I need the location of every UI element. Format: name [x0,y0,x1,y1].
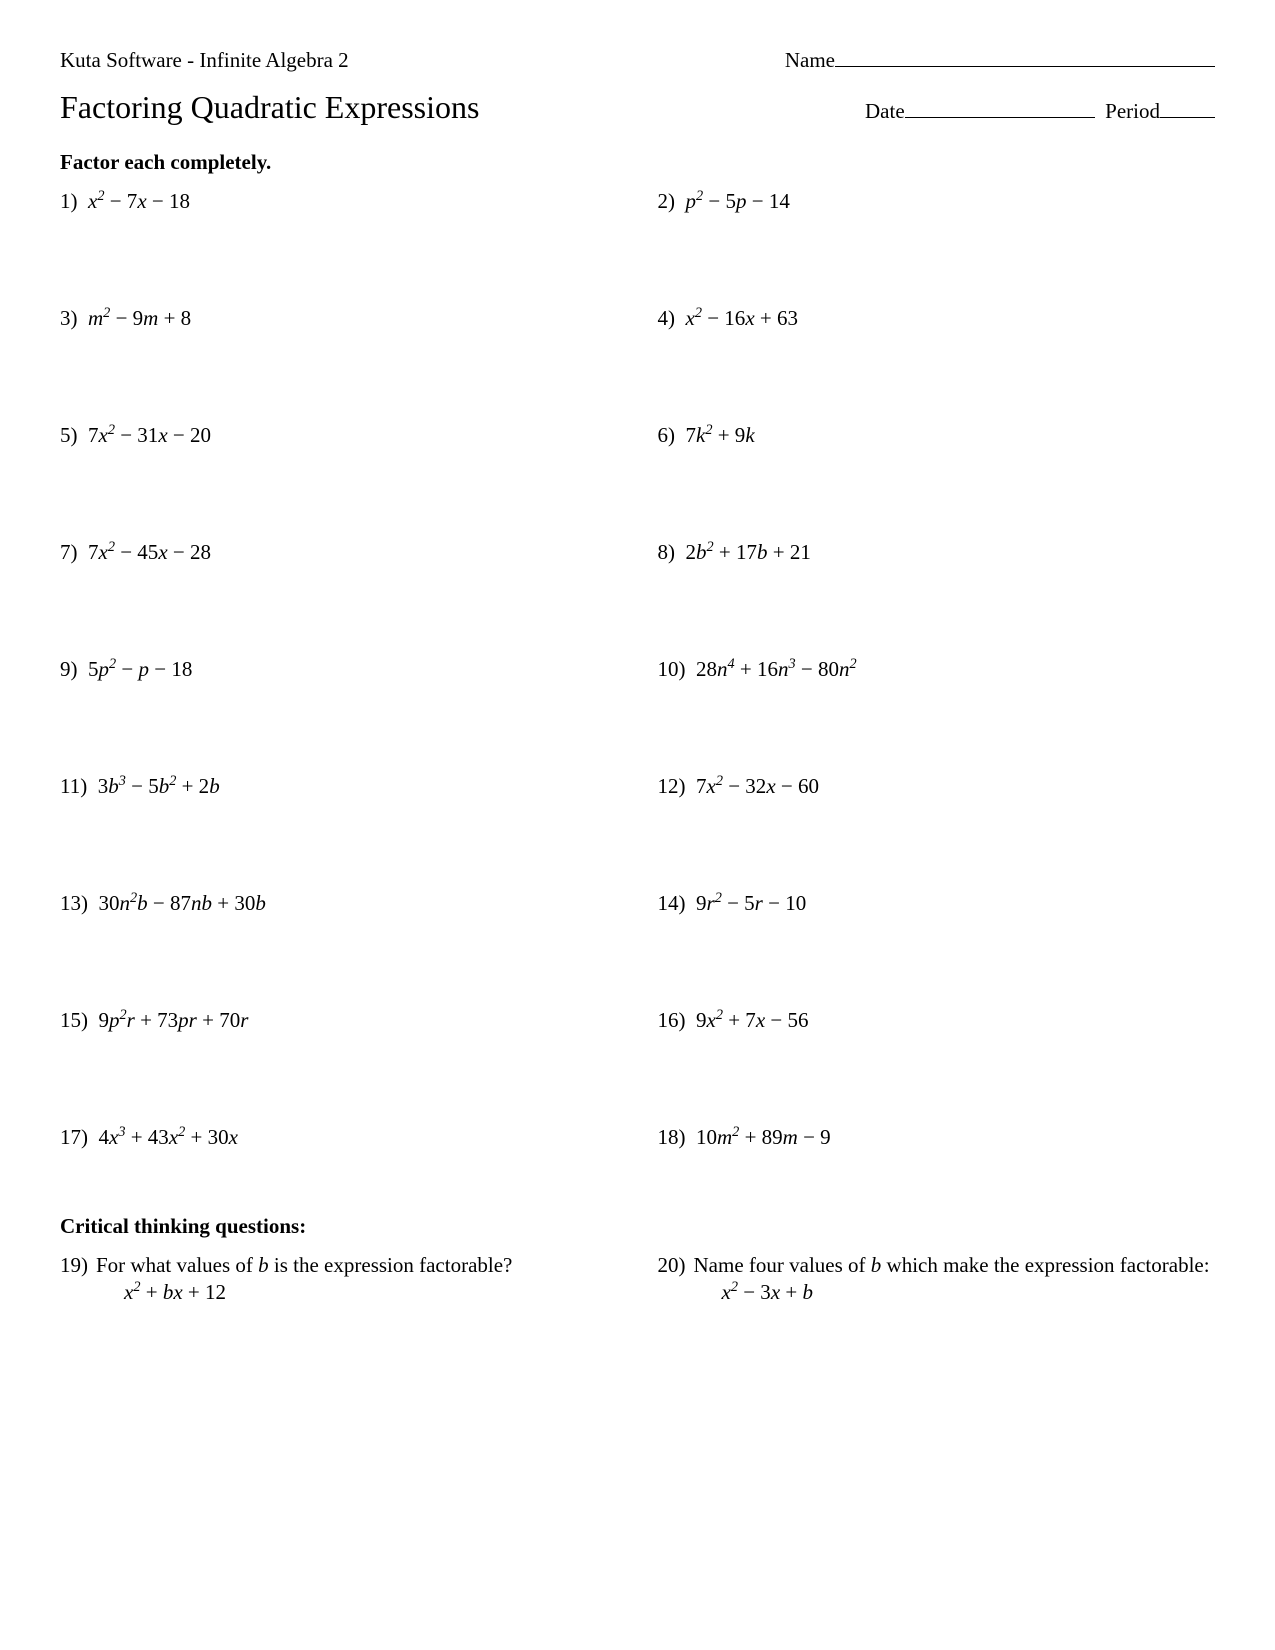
problem-number: 19) [60,1253,88,1278]
problem-expression: 7k2 + 9k [686,423,755,447]
problem-item: 10) 28n4 + 16n3 − 80n2 [658,657,1216,682]
problem-number: 9) [60,657,78,681]
critical-thinking-grid: 19) For what values of b is the expressio… [60,1253,1215,1305]
critical-prompt: For what values of b is the expression f… [96,1253,512,1278]
critical-prompt: Name four values of b which make the exp… [694,1253,1210,1278]
date-blank-line [905,99,1095,118]
problem-expression: 30n2b − 87nb + 30b [99,891,266,915]
problem-expression: x2 − 7x − 18 [88,189,190,213]
critical-expression: x2 − 3x + b [694,1280,1210,1305]
problem-item: 13) 30n2b − 87nb + 30b [60,891,618,916]
critical-thinking-heading: Critical thinking questions: [60,1214,1215,1239]
problem-number: 14) [658,891,686,915]
date-period-fields: Date Period [865,99,1215,124]
problem-number: 2) [658,189,676,213]
problem-number: 6) [658,423,676,447]
problem-number: 5) [60,423,78,447]
problem-expression: 7x2 − 45x − 28 [88,540,211,564]
problem-item: 8) 2b2 + 17b + 21 [658,540,1216,565]
title-row: Factoring Quadratic Expressions Date Per… [60,89,1215,126]
critical-problem-item: 20) Name four values of b which make the … [658,1253,1216,1305]
problem-item: 5) 7x2 − 31x − 20 [60,423,618,448]
problem-expression: 28n4 + 16n3 − 80n2 [696,657,857,681]
problem-number: 17) [60,1125,88,1149]
problem-expression: 9p2r + 73pr + 70r [99,1008,249,1032]
problem-item: 3) m2 − 9m + 8 [60,306,618,331]
problem-number: 10) [658,657,686,681]
problem-expression: 5p2 − p − 18 [88,657,192,681]
problem-item: 15) 9p2r + 73pr + 70r [60,1008,618,1033]
problem-number: 15) [60,1008,88,1032]
problem-item: 1) x2 − 7x − 18 [60,189,618,214]
problem-expression: 10m2 + 89m − 9 [696,1125,831,1149]
critical-problem-body: For what values of b is the expression f… [96,1253,512,1305]
worksheet-page: Kuta Software - Infinite Algebra 2 Name … [0,0,1275,1650]
problem-expression: 7x2 − 32x − 60 [696,774,819,798]
header-row: Kuta Software - Infinite Algebra 2 Name [60,48,1215,73]
problem-number: 3) [60,306,78,330]
problem-expression: 3b3 − 5b2 + 2b [98,774,220,798]
period-blank-line [1160,99,1215,118]
problem-expression: p2 − 5p − 14 [686,189,790,213]
critical-problem-body: Name four values of b which make the exp… [694,1253,1210,1305]
problem-item: 4) x2 − 16x + 63 [658,306,1216,331]
problems-grid: 1) x2 − 7x − 18 2) p2 − 5p − 14 3) m2 − 9m… [60,189,1215,1190]
problem-number: 20) [658,1253,686,1278]
date-label: Date [865,99,905,123]
problem-number: 16) [658,1008,686,1032]
critical-problem-item: 19) For what values of b is the expressio… [60,1253,618,1305]
problem-number: 18) [658,1125,686,1149]
problem-expression: x2 − 16x + 63 [686,306,798,330]
problem-item: 6) 7k2 + 9k [658,423,1216,448]
period-label: Period [1105,99,1160,123]
problem-number: 13) [60,891,88,915]
problem-expression: 2b2 + 17b + 21 [686,540,811,564]
problem-item: 9) 5p2 − p − 18 [60,657,618,682]
problem-item: 12) 7x2 − 32x − 60 [658,774,1216,799]
problem-expression: 9r2 − 5r − 10 [696,891,806,915]
name-field: Name [785,48,1215,73]
problem-expression: 4x3 + 43x2 + 30x [99,1125,238,1149]
name-label: Name [785,48,835,72]
problem-item: 17) 4x3 + 43x2 + 30x [60,1125,618,1150]
problem-number: 4) [658,306,676,330]
name-blank-line [835,48,1215,67]
problem-number: 1) [60,189,78,213]
instructions-text: Factor each completely. [60,150,1215,175]
problem-number: 12) [658,774,686,798]
problem-item: 14) 9r2 − 5r − 10 [658,891,1216,916]
problem-expression: m2 − 9m + 8 [88,306,191,330]
problem-item: 18) 10m2 + 89m − 9 [658,1125,1216,1150]
problem-number: 11) [60,774,87,798]
problem-item: 2) p2 − 5p − 14 [658,189,1216,214]
problem-item: 16) 9x2 + 7x − 56 [658,1008,1216,1033]
problem-number: 7) [60,540,78,564]
problem-expression: 7x2 − 31x − 20 [88,423,211,447]
problem-item: 11) 3b3 − 5b2 + 2b [60,774,618,799]
problem-number: 8) [658,540,676,564]
problem-expression: 9x2 + 7x − 56 [696,1008,808,1032]
critical-expression: x2 + bx + 12 [96,1280,512,1305]
problem-item: 7) 7x2 − 45x − 28 [60,540,618,565]
worksheet-title: Factoring Quadratic Expressions [60,89,479,126]
source-label: Kuta Software - Infinite Algebra 2 [60,48,349,73]
